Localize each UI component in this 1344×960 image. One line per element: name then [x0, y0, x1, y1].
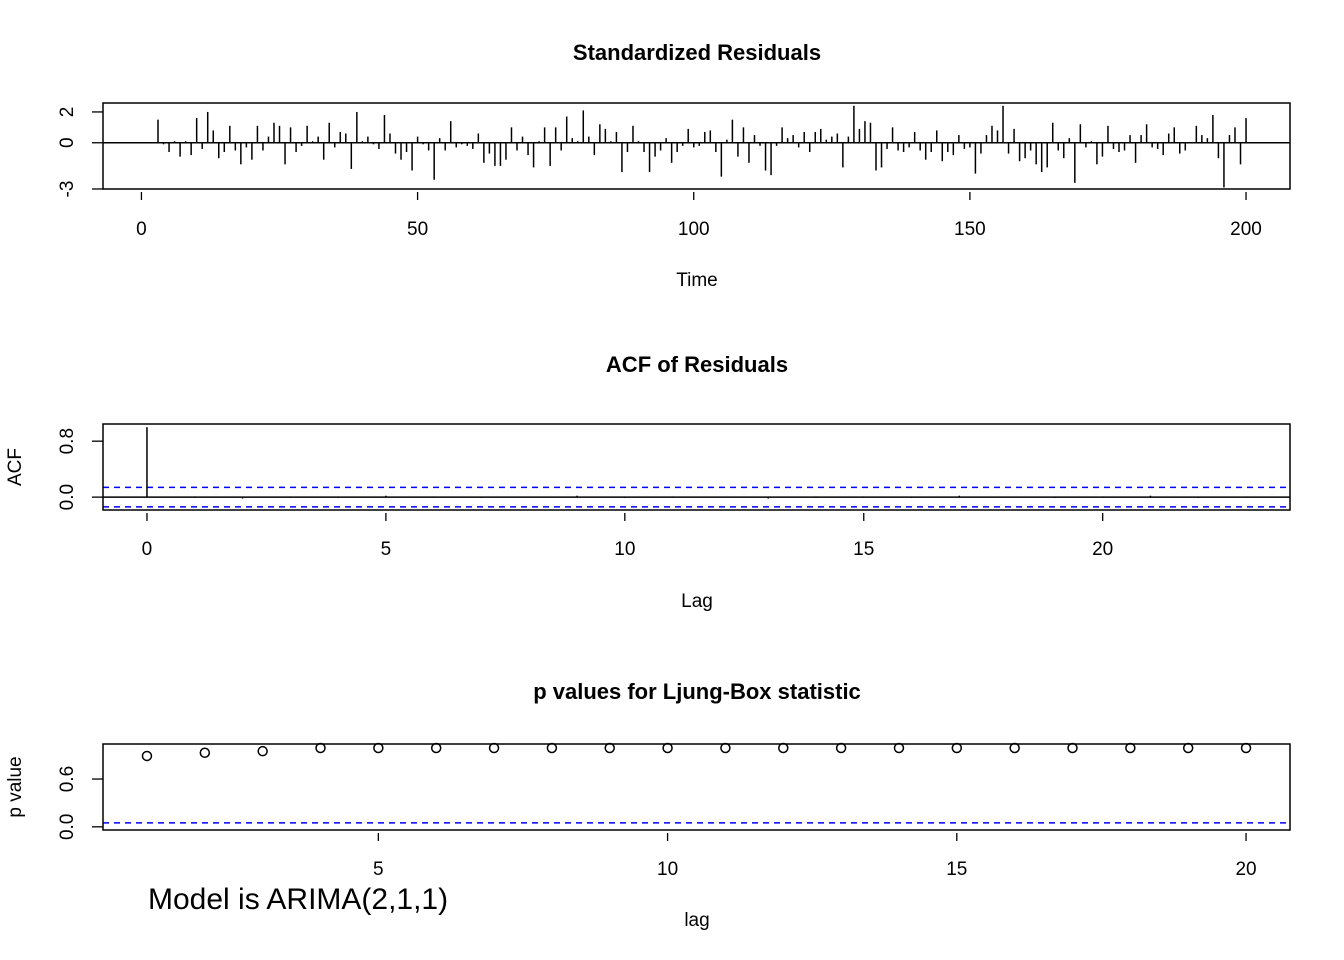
- x-tick-label: 150: [954, 219, 986, 240]
- plot-box: [102, 102, 1291, 190]
- x-axis-label: Lag: [681, 591, 713, 612]
- y-tick-label: 0.0: [57, 484, 78, 510]
- point: [1009, 742, 1020, 754]
- x-tick-label: 10: [614, 539, 635, 560]
- y-tick-label: 0.6: [57, 766, 78, 792]
- point: [546, 742, 558, 754]
- point: [257, 745, 268, 757]
- chart-title: ACF of Residuals: [606, 352, 788, 377]
- y-axis-label: ACF: [5, 448, 26, 486]
- x-axis-label: lag: [684, 910, 709, 931]
- x-tick-label: 10: [657, 859, 678, 880]
- point: [893, 742, 905, 754]
- x-tick-label: 50: [407, 219, 428, 240]
- point: [488, 742, 500, 754]
- annotation: Model is ARIMA(2,1,1): [148, 883, 448, 916]
- point: [1240, 742, 1252, 754]
- plot-box: [102, 423, 1291, 511]
- x-tick-label: 20: [1235, 859, 1256, 880]
- x-axis-label: Time: [676, 270, 718, 291]
- x-tick-label: 5: [381, 539, 392, 560]
- chart-title: p values for Ljung-Box statistic: [533, 679, 861, 704]
- x-tick-label: 5: [373, 859, 384, 880]
- point: [604, 742, 615, 754]
- y-tick-label: 0.0: [57, 814, 78, 840]
- y-axis-label: p value: [5, 756, 26, 817]
- point: [1067, 742, 1078, 754]
- point: [141, 750, 153, 762]
- point: [951, 742, 963, 754]
- point: [373, 742, 384, 754]
- chart-title: Standardized Residuals: [573, 40, 821, 65]
- point: [835, 742, 847, 754]
- point: [1125, 742, 1136, 754]
- y-tick-label: 2: [57, 107, 78, 118]
- point: [199, 747, 211, 759]
- x-tick-label: 100: [678, 219, 710, 240]
- y-tick-label: 0: [57, 137, 78, 148]
- point: [1182, 742, 1194, 754]
- x-tick-label: 0: [142, 539, 153, 560]
- x-tick-label: 15: [853, 539, 874, 560]
- plot-box: [102, 743, 1291, 831]
- y-tick-label: 0.8: [57, 428, 78, 454]
- point: [720, 742, 731, 754]
- x-tick-label: 200: [1230, 219, 1262, 240]
- x-tick-label: 15: [946, 859, 967, 880]
- point: [430, 742, 442, 754]
- y-tick-label: -3: [57, 181, 78, 198]
- x-tick-label: 0: [136, 219, 147, 240]
- point: [778, 742, 789, 754]
- point: [662, 742, 673, 754]
- point: [315, 742, 326, 754]
- x-tick-label: 20: [1092, 539, 1113, 560]
